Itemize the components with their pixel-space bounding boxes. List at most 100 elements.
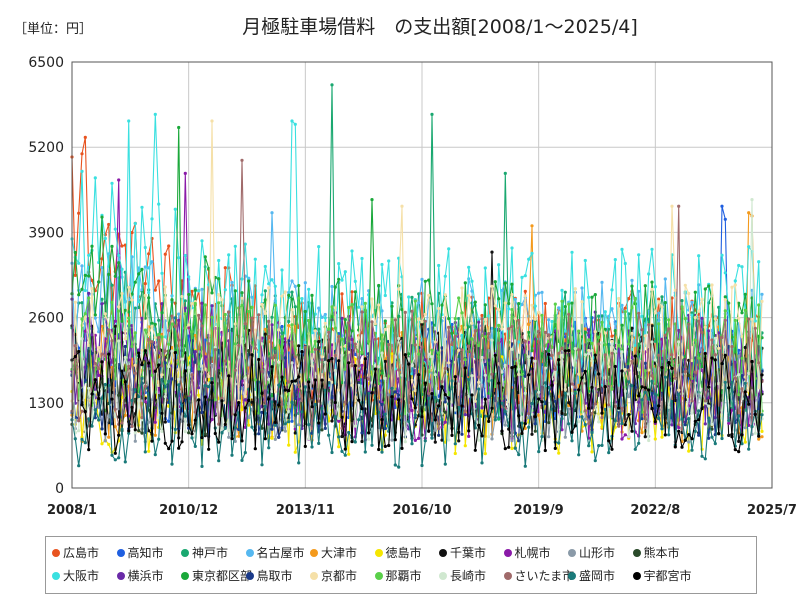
data-point <box>360 431 364 435</box>
data-point <box>390 317 394 322</box>
data-point <box>567 401 571 405</box>
data-point <box>670 204 674 208</box>
data-point <box>387 393 391 397</box>
data-point <box>557 358 561 362</box>
data-point <box>370 320 374 324</box>
data-point <box>470 337 474 341</box>
data-point <box>110 300 114 304</box>
data-point <box>677 426 681 430</box>
data-point <box>297 397 301 401</box>
legend-marker <box>310 571 318 580</box>
data-point <box>103 432 107 436</box>
data-point <box>643 435 647 439</box>
data-point <box>590 450 594 454</box>
data-point <box>287 324 291 328</box>
data-point <box>710 435 714 439</box>
data-point <box>253 346 257 350</box>
data-point <box>683 438 687 442</box>
data-point <box>407 362 411 366</box>
data-point <box>377 447 381 452</box>
data-point <box>720 335 724 340</box>
data-point <box>560 417 564 421</box>
data-point <box>173 324 177 328</box>
data-point <box>330 450 334 455</box>
data-point <box>613 364 617 369</box>
data-point <box>600 425 604 429</box>
data-point <box>583 327 587 331</box>
data-point <box>687 322 691 326</box>
data-point <box>733 360 737 364</box>
data-point <box>290 119 294 123</box>
data-point <box>610 288 614 292</box>
data-point <box>297 423 301 427</box>
data-point <box>153 420 157 424</box>
data-point <box>443 462 447 466</box>
data-point <box>567 302 571 306</box>
data-point <box>137 395 141 399</box>
data-point <box>237 434 241 438</box>
data-point <box>190 436 194 440</box>
data-point <box>730 435 734 439</box>
data-point <box>657 297 661 301</box>
data-point <box>477 375 481 379</box>
data-point <box>460 333 464 337</box>
data-point <box>740 356 744 360</box>
data-point <box>147 449 151 453</box>
y-tick-label: 5200 <box>28 140 64 156</box>
data-point <box>323 360 327 364</box>
data-point <box>493 353 497 357</box>
legend-label: 名古屋市 <box>256 546 305 560</box>
data-point <box>293 406 297 410</box>
data-point <box>487 332 491 336</box>
data-point <box>657 311 661 315</box>
data-point <box>483 452 487 456</box>
data-point <box>537 329 541 333</box>
data-point <box>587 295 591 299</box>
data-point <box>630 306 634 310</box>
data-point <box>113 274 117 278</box>
data-point <box>83 288 87 293</box>
data-point <box>123 308 127 312</box>
data-point <box>133 221 137 226</box>
data-point <box>220 396 224 400</box>
data-point <box>443 400 447 404</box>
data-point <box>343 453 347 457</box>
data-point <box>160 302 164 306</box>
data-point <box>227 310 231 314</box>
data-point <box>517 340 521 344</box>
data-point <box>313 312 317 316</box>
data-point <box>350 290 354 294</box>
data-point <box>737 316 741 320</box>
data-point <box>357 418 361 422</box>
data-point <box>153 369 157 373</box>
data-point <box>557 306 561 310</box>
data-point <box>417 373 421 377</box>
legend-label: 東京都区部 <box>192 569 253 583</box>
data-point <box>513 357 517 361</box>
data-point <box>117 305 121 309</box>
data-point <box>343 447 347 451</box>
data-point <box>87 296 91 300</box>
data-point <box>727 421 731 425</box>
legend-marker <box>245 548 254 557</box>
data-point <box>567 392 571 396</box>
data-point <box>80 317 84 321</box>
data-point <box>573 424 577 428</box>
data-point <box>143 265 147 269</box>
data-point <box>463 409 467 413</box>
data-point <box>87 417 91 421</box>
data-point <box>437 427 441 431</box>
data-point <box>590 295 594 299</box>
data-point <box>303 345 307 349</box>
data-point <box>753 431 757 435</box>
data-point <box>200 364 204 368</box>
data-point <box>587 338 591 342</box>
x-tick-label: 2016/10 <box>392 503 451 518</box>
data-point <box>290 379 294 383</box>
data-point <box>247 349 251 353</box>
data-point <box>340 449 344 453</box>
data-point <box>390 304 394 308</box>
data-point <box>730 408 734 412</box>
data-point <box>237 343 241 347</box>
data-point <box>480 355 484 360</box>
